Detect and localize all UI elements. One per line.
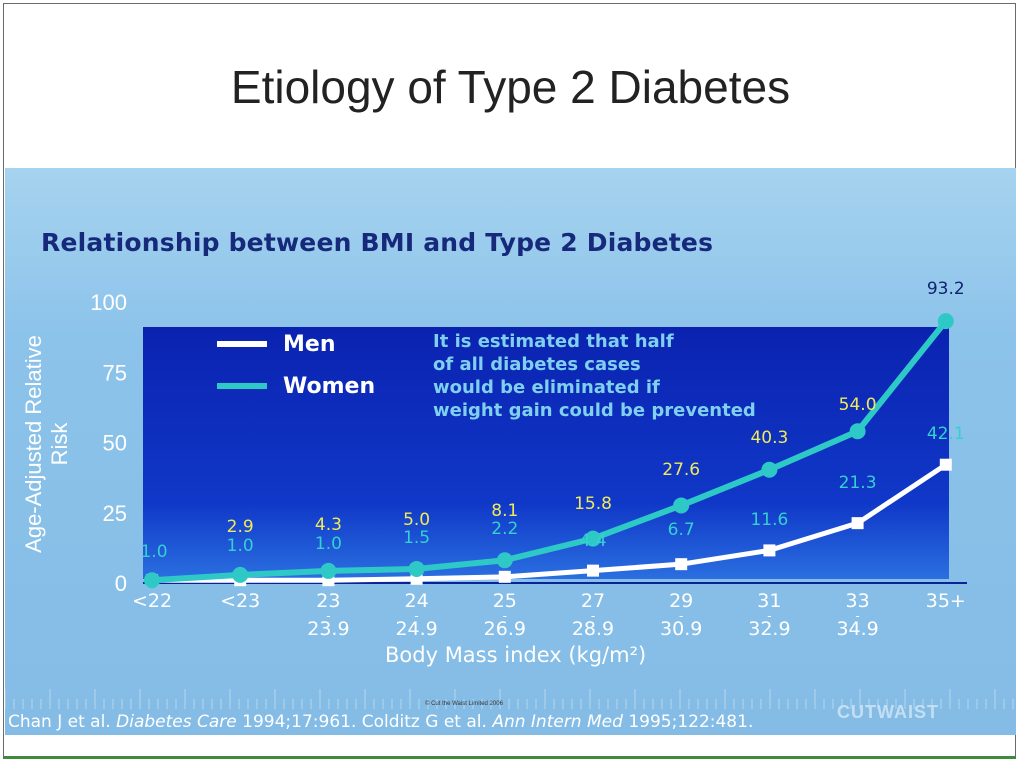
y-tick-label: 75 [103,360,127,385]
x-tick-label-2: 32.9 [748,618,790,640]
data-point-women [232,566,249,583]
x-tick-dash: - [414,609,418,623]
data-label-women: 4.3 [315,515,342,535]
data-point-men [587,564,599,577]
data-label-men: 11.6 [750,510,788,530]
series-line-women [151,319,949,584]
x-tick-label: 23 [316,590,340,612]
citation-part-c: 1995;122:481. [622,712,754,732]
citation-journal-b: Ann Intern Med [492,712,623,732]
data-point-women [144,572,160,589]
data-label-women: 1.0 [140,542,167,562]
data-point-men [763,544,776,557]
x-tick-dash: - [326,609,330,623]
x-tick-label: 33 [846,590,870,612]
slide-title: Etiology of Type 2 Diabetes [230,61,791,113]
x-tick-label: 24 [405,590,429,612]
data-point-men [851,517,864,530]
citation-part-b: 1994;17:961. Colditz G et al. [236,712,493,732]
data-label-men: 1.0 [315,534,342,554]
x-tick-label-2: 26.9 [484,618,526,640]
citation: Chan J et al. Diabetes Care 1994;17:961.… [8,712,753,732]
data-label-women: 5.0 [403,510,430,530]
data-label-men: 1.5 [403,528,430,548]
x-tick-label-2: 28.9 [572,618,614,640]
data-label-women: 40.3 [750,428,788,448]
data-point-women [408,560,425,577]
annotation-line: of all diabetes cases [433,354,641,375]
legend-label-women: Women [283,374,375,399]
data-label-men: 1.0 [227,536,254,556]
ruler-decoration [5,689,1014,709]
data-point-women [320,562,337,579]
series-line-men [152,462,948,583]
y-tick-label: 50 [103,431,127,456]
data-label-women: 93.2 [927,279,965,299]
data-label-women: 54.0 [839,395,877,415]
x-tick-label-2: 24.9 [395,618,437,640]
data-point-women [937,313,954,330]
chart-panel: Relationship between BMI and Type 2 Diab… [5,168,1016,735]
x-tick-label-2: 30.9 [660,618,702,640]
x-tick-label: <22 [132,590,172,612]
y-tick-label: 0 [115,571,127,596]
citation-journal-a: Diabetes Care [116,712,237,732]
x-tick-dash: - [767,609,771,623]
data-point-men [939,458,952,471]
copyright-text: © Cut the Waist Limited 2006 [425,701,503,707]
data-point-men [498,570,511,583]
y-tick-label: 100 [90,290,127,315]
data-label-women: 2.9 [227,517,254,537]
brand-logo: CUTWAIST [837,702,939,722]
x-tick-label: 25 [493,590,517,612]
annotation-line: It is estimated that half [433,331,674,352]
x-tick-dash: - [679,609,683,623]
data-point-women [849,423,866,440]
x-tick-label: 29 [669,590,693,612]
x-tick-label: 31 [757,590,781,612]
data-label-men: 21.3 [839,473,877,493]
data-point-women [585,530,601,547]
data-label-men: 42.1 [927,424,965,444]
data-label-women: 15.8 [574,494,612,514]
data-point-women [496,552,513,569]
annotation-line: would be eliminated if [433,377,660,398]
y-tick-label: 25 [103,501,127,526]
citation-part-a: Chan J et al. [8,712,117,732]
data-label-men: 4.4 [579,531,606,551]
x-tick-label: <23 [220,590,260,612]
annotation-line: weight gain could be prevented [433,400,756,421]
x-tick-label: 27 [581,590,605,612]
x-tick-label: 35+ [926,590,966,612]
x-tick-label-2: 23.9 [307,618,349,640]
data-point-women [673,497,690,514]
x-tick-dash: - [591,609,595,623]
x-axis-label: Body Mass index (kg/m²) [385,643,647,667]
legend-label-men: Men [283,332,335,357]
x-tick-label-2: 34.9 [836,618,878,640]
data-point-men [675,558,688,571]
data-label-women: 8.1 [491,501,518,521]
x-tick-dash: - [855,609,859,623]
chart-title: Relationship between BMI and Type 2 Diab… [41,228,714,257]
data-point-women [761,461,778,478]
data-label-men: 2.2 [491,519,518,539]
data-label-women: 27.6 [662,460,700,480]
data-label-men: 6.7 [668,520,695,540]
x-tick-dash: - [503,609,507,623]
